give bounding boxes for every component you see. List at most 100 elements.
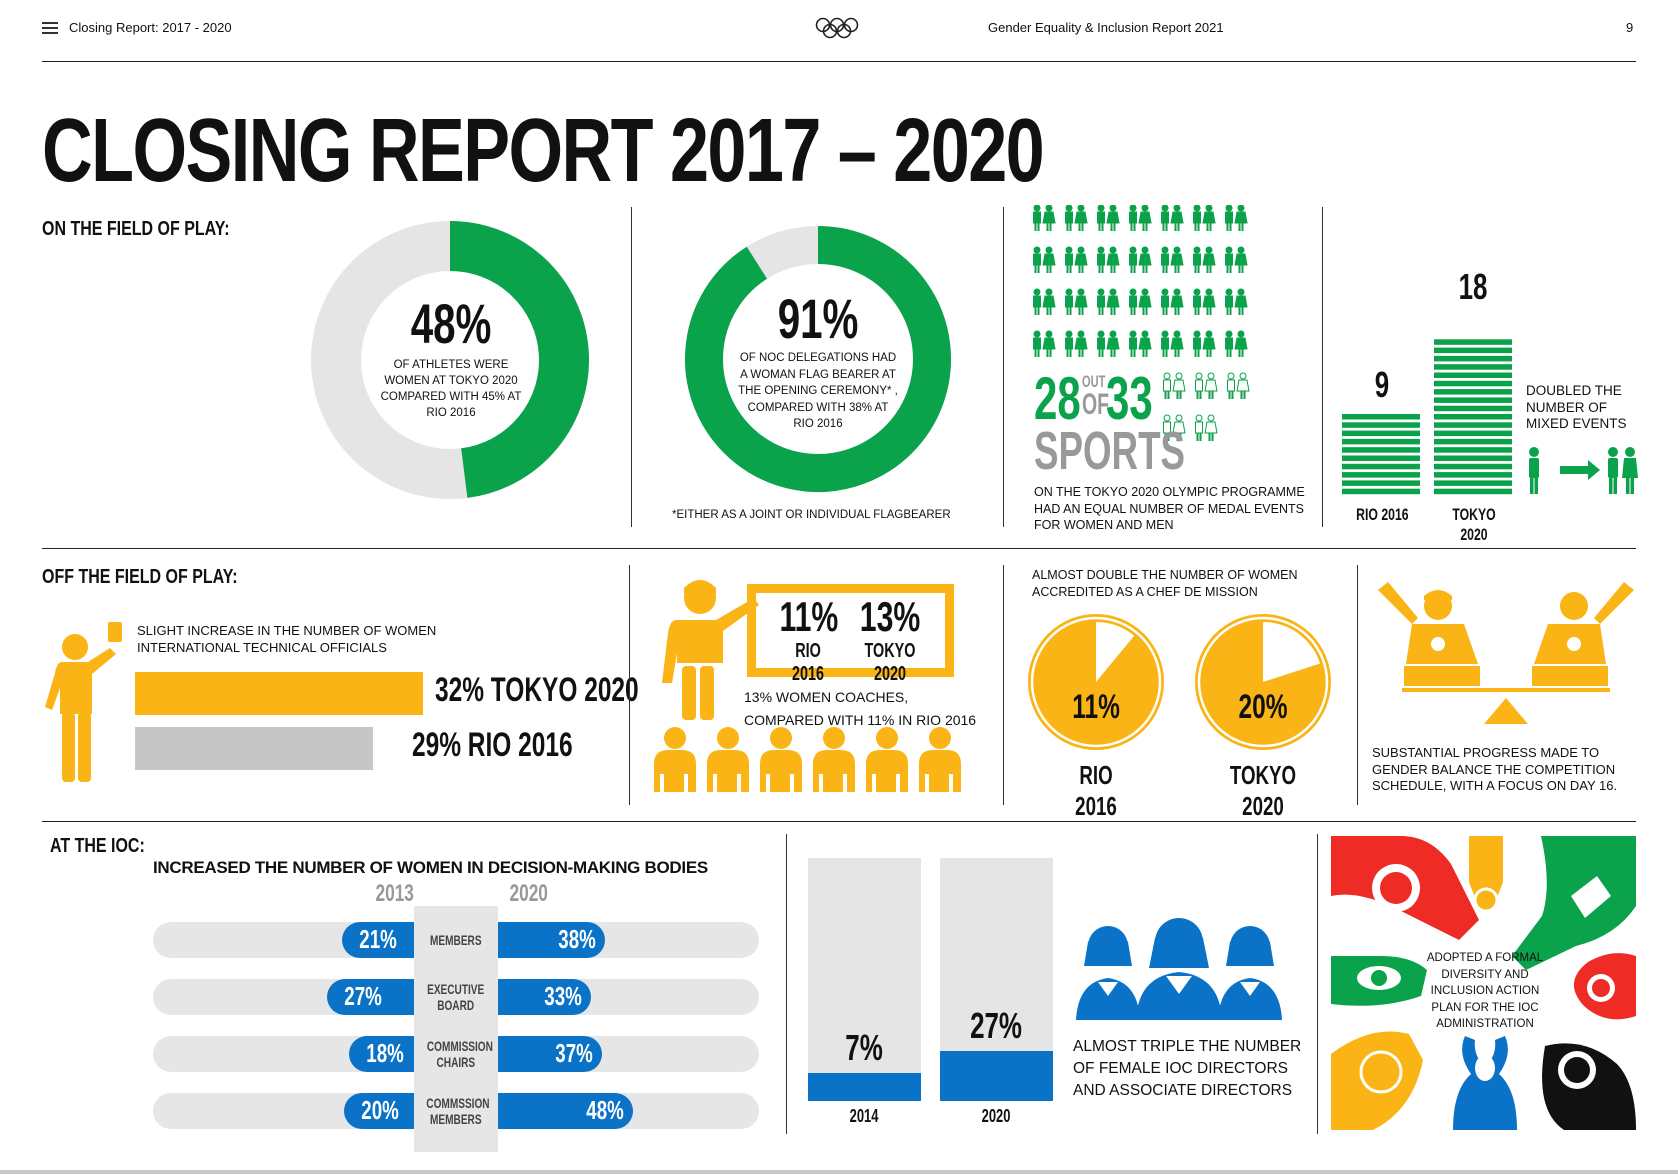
mixed-bar-stripe bbox=[1434, 488, 1512, 495]
mixed-bar-stripe bbox=[1434, 430, 1512, 437]
team-pictogram-row bbox=[654, 727, 961, 792]
team-member-icon bbox=[919, 727, 961, 792]
section-heading-field: ON THE FIELD OF PLAY: bbox=[42, 218, 230, 240]
sport-pair-icon bbox=[1225, 330, 1248, 357]
sport-pair-icon bbox=[1161, 330, 1184, 357]
directors-bar-2014 bbox=[808, 858, 921, 1101]
divider bbox=[631, 207, 632, 527]
section-link[interactable]: Closing Report: 2017 - 2020 bbox=[69, 20, 232, 35]
sport-pair-icon bbox=[1033, 288, 1056, 315]
bodies-row-label-line2: MEMBERS bbox=[430, 1111, 482, 1127]
chef-tokyo-label: TOKYO 2020 bbox=[1229, 760, 1297, 821]
balance-seesaw-pictogram bbox=[1378, 582, 1634, 724]
divider bbox=[1003, 565, 1004, 805]
officials-tokyo-bar bbox=[135, 672, 423, 715]
team-member-icon bbox=[760, 727, 802, 792]
sports-total-count: 33 bbox=[1106, 365, 1153, 432]
bodies-row-label-line2: CHAIRS bbox=[436, 1054, 476, 1070]
coaches-rio-label: RIO 2016 bbox=[791, 640, 825, 685]
sport-pair-icon bbox=[1097, 205, 1120, 231]
sport-pair-icon bbox=[1097, 246, 1120, 273]
mixed-bar-stripe bbox=[1434, 438, 1512, 445]
mixed-bar-stripe bbox=[1342, 463, 1420, 470]
sport-pair-icon bbox=[1129, 205, 1152, 231]
bodies-row-2013-value: 18% bbox=[366, 1038, 404, 1068]
sport-pair-icon bbox=[1097, 288, 1120, 315]
bodies-year-2013: 2013 bbox=[375, 880, 414, 907]
bodies-row-label: MEMBERS bbox=[430, 932, 482, 948]
header-divider bbox=[42, 61, 1636, 62]
mixed-bar-stripe bbox=[1342, 447, 1420, 453]
menu-icon[interactable] bbox=[42, 22, 58, 34]
sport-pair-icon bbox=[1065, 246, 1088, 273]
sport-pair-icon bbox=[1033, 205, 1056, 231]
sport-pair-icon bbox=[1033, 246, 1056, 273]
mixed-bar-stripe bbox=[1434, 414, 1512, 420]
bodies-row-2020-pill bbox=[498, 1036, 602, 1072]
mixed-bar-stripe bbox=[1342, 480, 1420, 486]
bodies-row-label-bg bbox=[414, 1093, 498, 1129]
officials-rio-bar bbox=[135, 727, 373, 770]
divider bbox=[1317, 834, 1318, 1134]
directors-2014-value: 7% bbox=[845, 1027, 884, 1068]
sport-pair-icon bbox=[1163, 414, 1186, 441]
page-title: CLOSING REPORT 2017 – 2020 bbox=[42, 101, 1045, 201]
sport-pair-icon bbox=[1129, 330, 1152, 357]
sport-pair-icon bbox=[1225, 288, 1248, 315]
bodies-year-2020: 2020 bbox=[509, 880, 548, 907]
mixed-bar-stripe bbox=[1434, 339, 1512, 345]
mixed-bar-stripe bbox=[1434, 422, 1512, 428]
sport-pair-icon bbox=[1195, 372, 1218, 399]
sport-pair-icon bbox=[1097, 330, 1120, 357]
divider bbox=[1003, 207, 1004, 527]
bodies-title: INCREASED THE NUMBER OF WOMEN IN DECISIO… bbox=[153, 858, 708, 877]
bodies-row-2013-value: 21% bbox=[358, 924, 397, 954]
chef-rio-label: RIO 2016 bbox=[1075, 760, 1117, 821]
bodies-row-2013-value: 20% bbox=[361, 1095, 399, 1125]
mixed-bar-stripe bbox=[1434, 380, 1512, 387]
diversity-inclusion-graphic bbox=[1331, 836, 1636, 1130]
mixed-tokyo-label: TOKYO 2020 bbox=[1452, 505, 1496, 544]
section-divider bbox=[42, 821, 1636, 822]
schedule-caption: SUBSTANTIAL PROGRESS MADE TO GENDER BALA… bbox=[1372, 745, 1618, 793]
sport-pair-icon bbox=[1225, 205, 1248, 231]
chef-rio-pie bbox=[1028, 614, 1164, 750]
directors-2020-label: 2020 bbox=[982, 1106, 1011, 1126]
sport-pair-icon bbox=[1129, 246, 1152, 273]
divider bbox=[786, 834, 787, 1134]
bodies-row-2020-pill bbox=[498, 922, 605, 958]
mixed-bar-stripe bbox=[1342, 422, 1420, 428]
page-bottom-border bbox=[0, 1170, 1678, 1174]
bodies-row-label-bg bbox=[414, 979, 498, 1015]
mixed-bar-stripe bbox=[1434, 447, 1512, 453]
chef-tokyo-value: 20% bbox=[1238, 688, 1288, 726]
sports-equal-count: 28 bbox=[1034, 365, 1081, 432]
sport-pair-icon bbox=[1033, 330, 1056, 357]
mixed-bar-stripe bbox=[1342, 472, 1420, 478]
section-heading-ioc: AT THE IOC: bbox=[50, 835, 145, 857]
bodies-row-2020-value: 48% bbox=[586, 1095, 624, 1125]
athletes-caption: OF ATHLETES WERE WOMEN AT TOKYO 2020 COM… bbox=[380, 359, 522, 419]
mixed-bar-stripe bbox=[1434, 389, 1512, 395]
olympic-rings-logo bbox=[815, 17, 859, 39]
mixed-bar-stripe bbox=[1342, 488, 1420, 495]
bodies-row-2013-value: 27% bbox=[344, 981, 382, 1011]
team-member-icon bbox=[707, 727, 749, 792]
bodies-row-2013-pill bbox=[344, 1093, 414, 1129]
directors-2014-label: 2014 bbox=[850, 1106, 879, 1126]
bodies-row-2020-value: 37% bbox=[555, 1038, 593, 1068]
sport-pair-icon bbox=[1129, 288, 1152, 315]
divider bbox=[1357, 565, 1358, 805]
divider bbox=[1322, 207, 1323, 527]
flag-bearer-value: 91% bbox=[777, 287, 859, 350]
bodies-row-label: COMMISSION bbox=[426, 1038, 493, 1054]
sport-pair-icon bbox=[1065, 205, 1088, 231]
official-pictogram bbox=[45, 622, 122, 782]
sports-out-label: OUT bbox=[1082, 372, 1106, 391]
sport-pair-icon bbox=[1193, 330, 1216, 357]
officials-rio-label: 29% RIO 2016 bbox=[412, 726, 573, 764]
sports-pictogram-grid bbox=[1033, 205, 1250, 441]
sport-pair-icon bbox=[1065, 288, 1088, 315]
sports-of-label: OF bbox=[1082, 388, 1110, 421]
sport-pair-icon bbox=[1225, 246, 1248, 273]
